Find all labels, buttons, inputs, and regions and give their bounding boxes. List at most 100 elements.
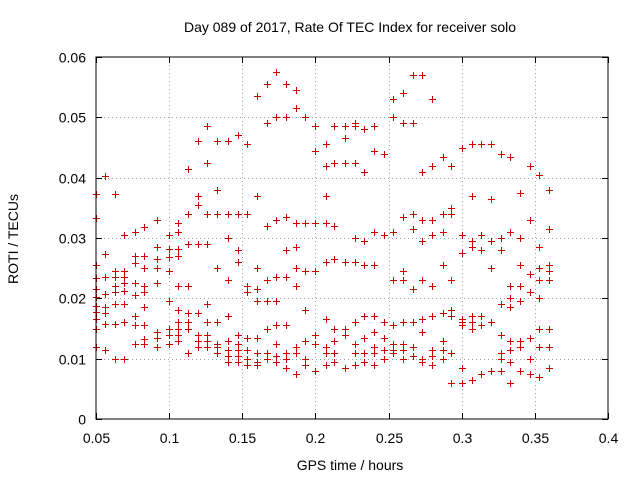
data-point — [331, 350, 338, 357]
data-point — [312, 268, 319, 275]
y-tick-label: 0.02 — [59, 291, 86, 307]
data-point — [390, 229, 397, 236]
data-point — [225, 313, 232, 320]
y-tick-label: 0.05 — [59, 110, 86, 126]
data-point — [371, 148, 378, 155]
data-point — [469, 244, 476, 251]
data-point — [293, 283, 300, 290]
data-point — [154, 335, 161, 342]
data-point — [121, 288, 128, 295]
data-point — [478, 141, 485, 148]
data-point — [235, 347, 242, 354]
data-point — [527, 356, 534, 363]
data-point — [371, 350, 378, 357]
data-point — [121, 280, 128, 287]
data-point — [235, 132, 242, 139]
data-point — [400, 120, 407, 127]
data-point — [312, 148, 319, 155]
data-point — [293, 244, 300, 251]
data-point — [102, 310, 109, 317]
data-point — [273, 359, 280, 366]
data-point — [154, 244, 161, 251]
data-point — [527, 289, 534, 296]
data-point — [121, 232, 128, 239]
data-point — [371, 313, 378, 320]
data-point — [342, 259, 349, 266]
data-point — [352, 123, 359, 130]
data-point — [342, 332, 349, 339]
data-point — [112, 268, 119, 275]
data-point — [121, 356, 128, 363]
data-point — [154, 344, 161, 351]
data-point — [459, 322, 466, 329]
data-point — [283, 350, 290, 357]
data-point — [546, 187, 553, 194]
data-point — [283, 322, 290, 329]
data-point — [185, 319, 192, 326]
data-point — [102, 304, 109, 311]
data-point — [112, 356, 119, 363]
data-point — [225, 359, 232, 366]
data-point — [235, 247, 242, 254]
data-point — [244, 141, 251, 148]
data-point — [352, 259, 359, 266]
data-point — [244, 335, 251, 342]
data-point — [381, 335, 388, 342]
data-point — [390, 114, 397, 121]
data-point — [244, 362, 251, 369]
data-point — [342, 365, 349, 372]
data-point — [448, 205, 455, 212]
data-point — [419, 316, 426, 323]
y-axis-label: ROTI / TECUs — [5, 194, 21, 284]
data-point — [323, 193, 330, 200]
data-point — [204, 301, 211, 308]
x-tick-label: 0.05 — [83, 430, 110, 446]
data-point — [204, 319, 211, 326]
data-point — [331, 160, 338, 167]
data-point — [459, 250, 466, 257]
data-point — [371, 262, 378, 269]
data-point — [448, 313, 455, 320]
data-point — [381, 319, 388, 326]
data-point — [273, 298, 280, 305]
data-point — [175, 246, 182, 253]
data-point — [517, 344, 524, 351]
data-point — [283, 247, 290, 254]
data-point — [507, 304, 514, 311]
data-point — [141, 341, 148, 348]
data-point — [469, 238, 476, 245]
data-point — [154, 265, 161, 272]
data-point — [536, 277, 543, 284]
data-point — [478, 313, 485, 320]
data-point — [264, 120, 271, 127]
x-tick-label: 0.25 — [376, 430, 403, 446]
y-axis-ticks: 0 0.01 0.02 0.03 0.04 0.05 0.06 — [59, 50, 608, 428]
data-point — [410, 319, 417, 326]
data-point — [440, 229, 447, 236]
data-point — [166, 254, 173, 261]
data-point — [517, 298, 524, 305]
data-point — [361, 238, 368, 245]
x-tick-label: 0.1 — [160, 430, 180, 446]
data-point — [112, 191, 119, 198]
data-point — [440, 154, 447, 161]
data-point — [517, 262, 524, 269]
data-point — [185, 326, 192, 333]
data-point — [175, 253, 182, 260]
data-point — [302, 338, 309, 345]
data-point — [390, 341, 397, 348]
data-point — [293, 344, 300, 351]
data-point — [214, 138, 221, 145]
data-point — [273, 322, 280, 329]
x-axis-ticks: 0.05 0.1 0.15 0.2 0.25 0.3 0.35 0.4 — [83, 57, 618, 446]
data-point — [175, 319, 182, 326]
x-tick-label: 0.3 — [453, 430, 473, 446]
data-point — [244, 289, 251, 296]
data-point — [459, 232, 466, 239]
data-point — [264, 298, 271, 305]
data-point — [273, 274, 280, 281]
data-point — [225, 138, 232, 145]
data-point — [352, 319, 359, 326]
data-point — [546, 326, 553, 333]
